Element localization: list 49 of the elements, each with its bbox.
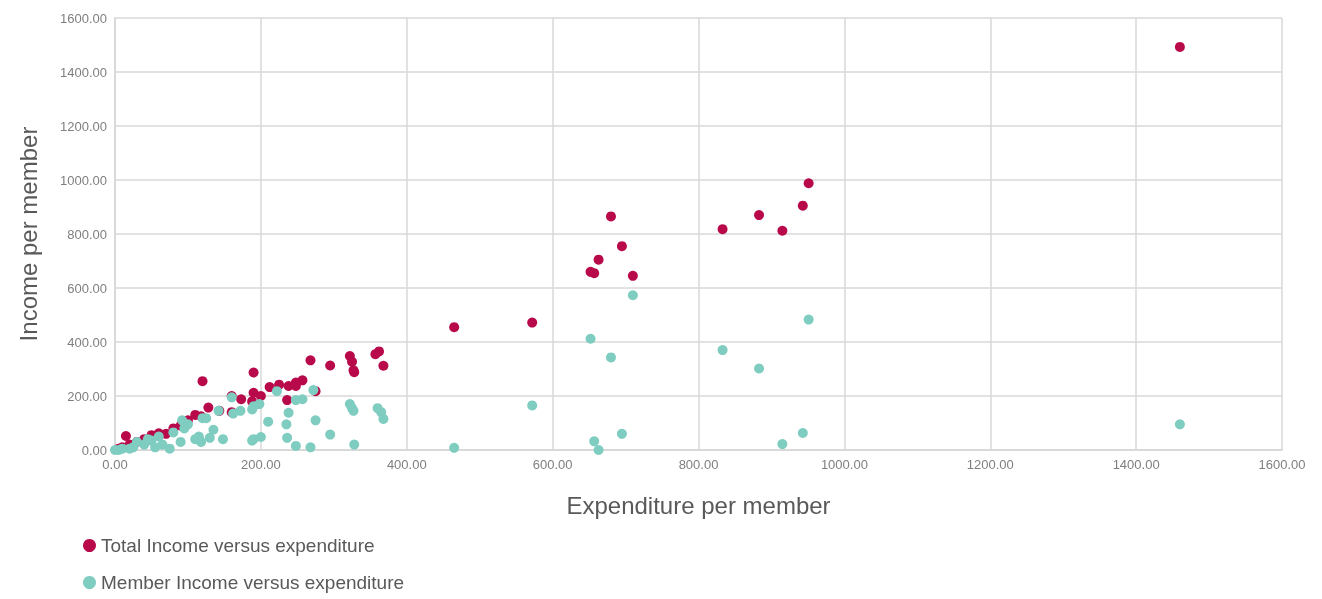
legend-label: Total Income versus expenditure xyxy=(101,535,375,556)
point xyxy=(203,402,214,413)
y-tick-label: 800.00 xyxy=(67,226,107,242)
point xyxy=(589,268,600,279)
x-tick-label: 400.00 xyxy=(386,457,427,472)
point xyxy=(283,381,294,392)
x-tick-label: 800.00 xyxy=(678,457,719,472)
point xyxy=(449,322,460,333)
point xyxy=(605,211,616,222)
point xyxy=(754,210,765,221)
point xyxy=(593,254,604,265)
x-axis-title: Expenditure per member xyxy=(566,491,831,519)
legend-label: Member Income versus expenditure xyxy=(101,572,405,593)
y-axis-title: Income per member xyxy=(14,126,42,342)
x-tick-label: 200.00 xyxy=(240,457,281,472)
point xyxy=(236,394,247,405)
y-tick-label: 600.00 xyxy=(67,280,107,296)
y-tick-label: 200.00 xyxy=(67,388,107,404)
point xyxy=(378,360,389,371)
point xyxy=(347,356,358,367)
point xyxy=(803,178,814,189)
x-tick-label: 1600.00 xyxy=(1258,457,1306,472)
point xyxy=(325,360,336,371)
x-tick-label: 1000.00 xyxy=(820,457,868,472)
point xyxy=(1174,41,1185,52)
point xyxy=(616,241,627,252)
y-tick-label: 1000.00 xyxy=(60,172,107,188)
y-tick-label: 1400.00 xyxy=(60,64,107,80)
x-tick-label: 1400.00 xyxy=(1112,457,1160,472)
point xyxy=(627,270,638,281)
point xyxy=(282,395,293,406)
point xyxy=(248,367,259,378)
x-tick-label: 0.00 xyxy=(102,457,128,472)
point xyxy=(264,382,275,393)
point xyxy=(797,200,808,211)
y-tick-label: 1200.00 xyxy=(60,118,107,134)
point xyxy=(305,355,316,366)
point xyxy=(197,376,208,387)
y-tick-label: 0.00 xyxy=(81,442,107,458)
x-tick-label: 1200.00 xyxy=(966,457,1014,472)
x-tick-label: 600.00 xyxy=(532,457,573,472)
point xyxy=(777,225,788,236)
point xyxy=(717,224,728,235)
y-tick-label: 1600.00 xyxy=(60,10,107,26)
point xyxy=(248,387,259,398)
y-tick-label: 400.00 xyxy=(67,334,107,350)
point xyxy=(370,349,381,360)
point xyxy=(120,430,131,441)
point xyxy=(527,317,538,328)
